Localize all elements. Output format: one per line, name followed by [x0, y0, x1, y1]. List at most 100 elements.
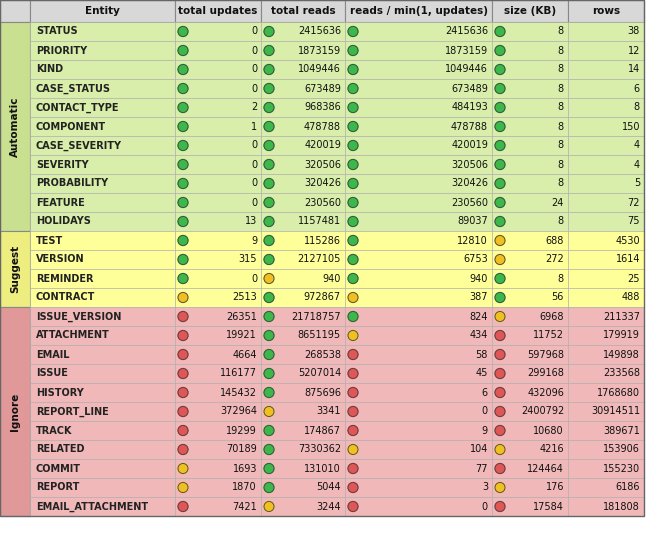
- Bar: [261, 345, 345, 364]
- Bar: [492, 269, 568, 288]
- Bar: [30, 136, 175, 155]
- Text: 875696: 875696: [304, 388, 341, 397]
- Circle shape: [495, 369, 505, 378]
- Bar: [345, 326, 492, 345]
- Bar: [30, 193, 175, 212]
- Circle shape: [348, 350, 358, 359]
- Bar: [568, 98, 644, 117]
- Circle shape: [348, 483, 358, 493]
- Circle shape: [264, 369, 274, 378]
- Text: 299168: 299168: [527, 369, 564, 378]
- Circle shape: [178, 388, 188, 397]
- Circle shape: [348, 141, 358, 150]
- Circle shape: [495, 502, 505, 512]
- Bar: [492, 60, 568, 79]
- Bar: [261, 440, 345, 459]
- Circle shape: [178, 483, 188, 493]
- Circle shape: [178, 27, 188, 36]
- Text: 181808: 181808: [603, 502, 640, 512]
- Bar: [261, 307, 345, 326]
- Text: Suggest: Suggest: [10, 245, 20, 293]
- Circle shape: [264, 179, 274, 188]
- Bar: [492, 212, 568, 231]
- Text: 597968: 597968: [527, 350, 564, 359]
- Circle shape: [348, 445, 358, 454]
- Bar: [261, 459, 345, 478]
- Bar: [345, 231, 492, 250]
- Text: 1873159: 1873159: [298, 46, 341, 55]
- Bar: [261, 269, 345, 288]
- Bar: [492, 440, 568, 459]
- Bar: [261, 79, 345, 98]
- Text: 268538: 268538: [304, 350, 341, 359]
- Text: 77: 77: [475, 464, 488, 473]
- Text: FEATURE: FEATURE: [36, 198, 85, 207]
- Bar: [175, 383, 261, 402]
- Bar: [345, 174, 492, 193]
- Text: total updates: total updates: [178, 6, 258, 16]
- Bar: [492, 421, 568, 440]
- Circle shape: [495, 141, 505, 150]
- Text: REMINDER: REMINDER: [36, 274, 93, 283]
- Text: 2415636: 2415636: [298, 27, 341, 36]
- Circle shape: [348, 103, 358, 112]
- Bar: [345, 212, 492, 231]
- Bar: [568, 0, 644, 22]
- Text: 0: 0: [251, 179, 257, 188]
- Text: 149898: 149898: [603, 350, 640, 359]
- Circle shape: [264, 331, 274, 340]
- Bar: [568, 307, 644, 326]
- Text: 13: 13: [245, 217, 257, 226]
- Bar: [261, 383, 345, 402]
- Text: 478788: 478788: [304, 122, 341, 131]
- Text: 19299: 19299: [226, 426, 257, 435]
- Bar: [345, 478, 492, 497]
- Text: 174867: 174867: [304, 426, 341, 435]
- Bar: [568, 136, 644, 155]
- Text: 1873159: 1873159: [445, 46, 488, 55]
- Bar: [345, 307, 492, 326]
- Bar: [568, 383, 644, 402]
- Circle shape: [495, 27, 505, 36]
- Text: 179919: 179919: [603, 331, 640, 340]
- Text: PRIORITY: PRIORITY: [36, 46, 87, 55]
- Text: 8651195: 8651195: [298, 331, 341, 340]
- Bar: [261, 0, 345, 22]
- Text: 4216: 4216: [539, 445, 564, 454]
- Bar: [261, 212, 345, 231]
- Circle shape: [178, 293, 188, 302]
- Circle shape: [495, 445, 505, 454]
- Bar: [492, 117, 568, 136]
- Circle shape: [178, 179, 188, 188]
- Bar: [261, 421, 345, 440]
- Bar: [345, 136, 492, 155]
- Bar: [30, 250, 175, 269]
- Text: 1768680: 1768680: [597, 388, 640, 397]
- Text: 8: 8: [558, 179, 564, 188]
- Circle shape: [178, 84, 188, 93]
- Text: 14: 14: [628, 65, 640, 74]
- Circle shape: [348, 236, 358, 245]
- Bar: [568, 60, 644, 79]
- Text: 0: 0: [251, 27, 257, 36]
- Text: 153906: 153906: [603, 445, 640, 454]
- Bar: [568, 345, 644, 364]
- Circle shape: [264, 65, 274, 74]
- Bar: [175, 326, 261, 345]
- Circle shape: [264, 388, 274, 397]
- Bar: [261, 60, 345, 79]
- Circle shape: [495, 160, 505, 169]
- Text: 673489: 673489: [451, 84, 488, 93]
- Bar: [345, 364, 492, 383]
- Circle shape: [495, 274, 505, 283]
- Bar: [261, 136, 345, 155]
- Text: CASE_SEVERITY: CASE_SEVERITY: [36, 141, 122, 150]
- Circle shape: [264, 293, 274, 302]
- Text: 1157481: 1157481: [298, 217, 341, 226]
- Circle shape: [264, 312, 274, 321]
- Text: 372964: 372964: [220, 407, 257, 416]
- Circle shape: [495, 426, 505, 435]
- Text: 320426: 320426: [304, 179, 341, 188]
- Text: 1870: 1870: [233, 483, 257, 493]
- Bar: [30, 364, 175, 383]
